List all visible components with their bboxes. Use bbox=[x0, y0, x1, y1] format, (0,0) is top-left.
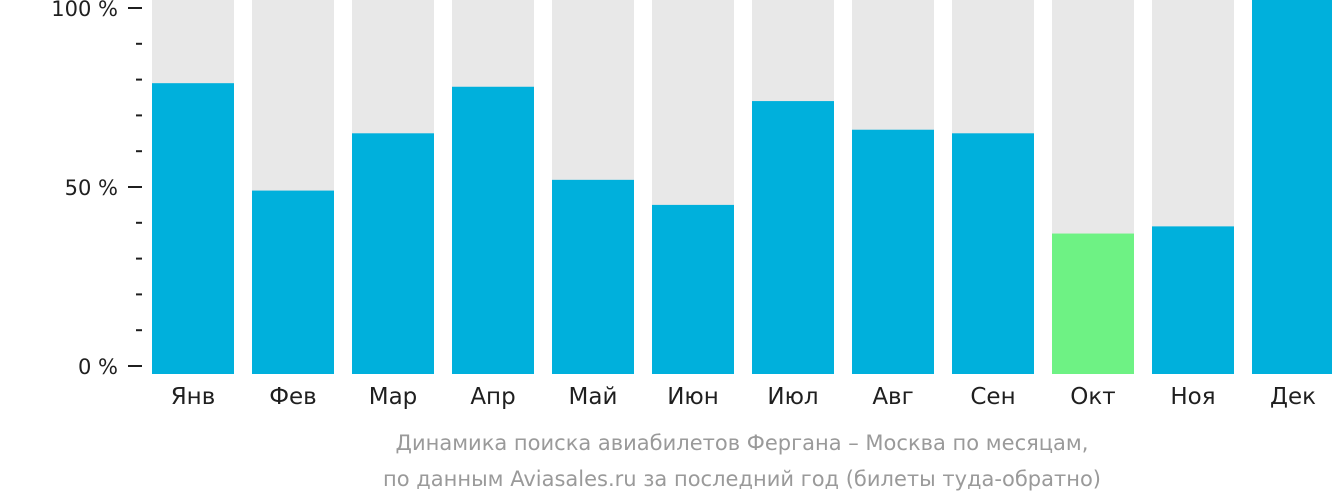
bar-Сен bbox=[952, 133, 1034, 374]
bar-Мар bbox=[352, 133, 434, 374]
x-label-Май: Май bbox=[569, 384, 618, 410]
bar-Ноя bbox=[1152, 226, 1234, 374]
bar-Май bbox=[552, 179, 634, 374]
x-label-Июл: Июл bbox=[767, 384, 818, 410]
x-label-Ноя: Ноя bbox=[1170, 384, 1215, 410]
y-axis: 100 % 50 % 0 % bbox=[51, 0, 142, 379]
x-label-Апр: Апр bbox=[470, 384, 515, 410]
x-axis-labels: Янв Фев Мар Апр Май Июн Июл Авг Сен Окт Ноя Дек bbox=[171, 384, 1316, 410]
bar-Авг bbox=[852, 129, 934, 374]
x-label-Мар: Мар bbox=[369, 384, 418, 410]
y-tick-label: 100 % bbox=[51, 0, 118, 21]
bar-Дек bbox=[1252, 0, 1332, 374]
x-label-Сен: Сен bbox=[970, 384, 1015, 410]
x-label-Авг: Авг bbox=[872, 384, 913, 410]
x-label-Окт: Окт bbox=[1070, 384, 1115, 410]
bar-chart: 100 % 50 % 0 % Янв Фев Мар Апр Май Июн Июл Авг Сен… bbox=[51, 0, 1332, 410]
bar-Июн bbox=[652, 204, 734, 374]
bar-Окт bbox=[1052, 233, 1134, 374]
bar-Фев bbox=[252, 190, 334, 374]
y-tick-label: 50 % bbox=[65, 176, 118, 200]
bar-Июл bbox=[752, 101, 834, 374]
chart-caption-line-1: Динамика поиска авиабилетов Фергана – Мо… bbox=[395, 431, 1089, 455]
chart-caption-line-2: по данным Aviasales.ru за последний год … bbox=[383, 467, 1101, 491]
x-label-Янв: Янв bbox=[171, 384, 216, 410]
x-label-Фев: Фев bbox=[269, 384, 317, 410]
bars bbox=[152, 0, 1332, 375]
x-label-Дек: Дек bbox=[1270, 384, 1316, 410]
y-tick-label: 0 % bbox=[78, 355, 118, 379]
bar-Янв bbox=[152, 83, 234, 375]
x-label-Июн: Июн bbox=[667, 384, 719, 410]
bar-Апр bbox=[452, 86, 534, 374]
